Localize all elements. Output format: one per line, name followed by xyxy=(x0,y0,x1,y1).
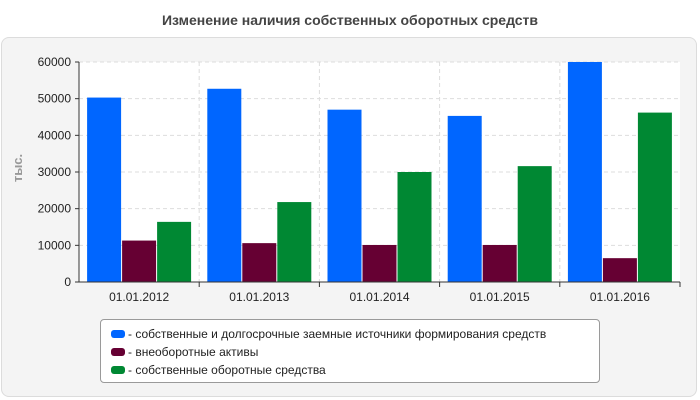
x-tick-label: 01.01.2013 xyxy=(229,290,289,304)
y-tick-label: 30000 xyxy=(38,165,72,179)
chart-legend: - собственные и долгосрочные заемные ист… xyxy=(100,319,600,383)
y-tick-label: 0 xyxy=(64,275,71,289)
bar xyxy=(207,88,242,283)
x-tick-label: 01.01.2016 xyxy=(590,290,650,304)
bar xyxy=(482,244,517,282)
chart-title: Изменение наличия собственных оборотных … xyxy=(161,12,539,28)
bar xyxy=(397,172,432,282)
x-tick-label: 01.01.2015 xyxy=(470,290,530,304)
x-tick-labels: 01.01.2012 01.01.2013 01.01.2014 01.01.2015… xyxy=(109,290,650,304)
legend-swatch-1 xyxy=(111,348,125,356)
legend-item: - собственные и долгосрочные заемные ист… xyxy=(111,325,589,343)
y-tick-label: 60000 xyxy=(38,55,72,69)
bar xyxy=(517,166,552,282)
bar xyxy=(567,62,602,282)
legend-label: - собственные оборотные средства xyxy=(128,363,326,377)
bar xyxy=(602,258,637,282)
legend-item: - внеоборотные активы xyxy=(111,343,589,361)
bar xyxy=(637,112,672,282)
bar xyxy=(157,221,192,282)
y-tick-label: 40000 xyxy=(38,128,72,142)
bar xyxy=(87,97,122,282)
bar xyxy=(277,202,312,282)
y-tick-label: 10000 xyxy=(38,238,72,252)
bar xyxy=(122,240,157,282)
bar-series xyxy=(87,62,672,283)
bar xyxy=(327,109,362,283)
legend-label: - внеоборотные активы xyxy=(128,345,259,359)
y-axis-label: тыс. xyxy=(10,154,25,182)
x-tick-label: 01.01.2014 xyxy=(349,290,409,304)
y-tick-label: 50000 xyxy=(38,92,72,106)
bar xyxy=(242,243,277,282)
bar xyxy=(447,115,482,283)
y-tick-label: 20000 xyxy=(38,202,72,216)
x-tick-label: 01.01.2012 xyxy=(109,290,169,304)
legend-label: - собственные и долгосрочные заемные ист… xyxy=(128,327,547,341)
legend-swatch-2 xyxy=(111,366,125,374)
legend-swatch-0 xyxy=(111,330,125,338)
legend-item: - собственные оборотные средства xyxy=(111,361,589,379)
bar xyxy=(362,244,397,282)
y-tick-labels: 0 10000 20000 30000 40000 50000 60000 xyxy=(38,55,72,289)
axes xyxy=(75,61,681,287)
